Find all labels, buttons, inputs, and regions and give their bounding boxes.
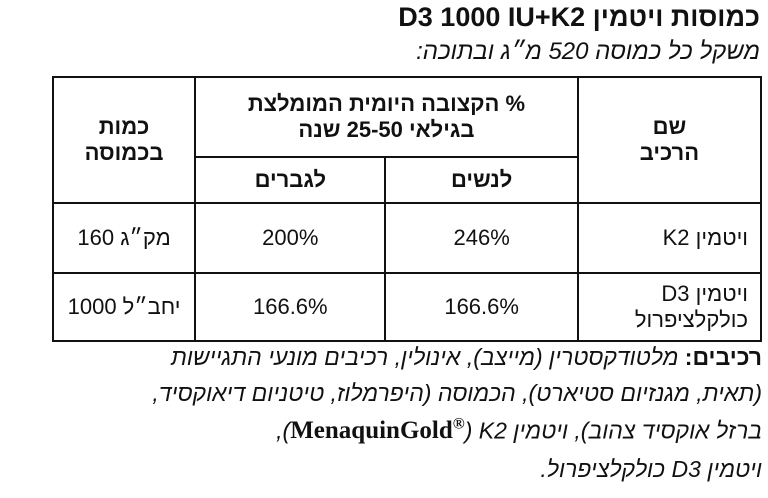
header-cell: % הקצובה היומית המומלצת בגילאי 25-50 שנה xyxy=(194,76,579,158)
header-cell: שם הרכיב xyxy=(576,76,763,204)
cell: 166.6% xyxy=(194,272,387,342)
cell: 1000 יחב״ל xyxy=(51,272,197,342)
cell-text: כולקלציפרול xyxy=(634,307,748,332)
ingredients-line: ויטמין D3 כולקלציפרול. xyxy=(46,456,762,483)
ingredients-text: מלטודקסטרין (מייצב), אינולין, רכיבים מונ… xyxy=(170,344,679,370)
header-text: שם xyxy=(652,114,687,139)
header-text: בגילאי 25-50 שנה xyxy=(298,117,475,142)
brand-mark: ® xyxy=(452,416,465,433)
cell: 160 מק״ג xyxy=(51,202,197,274)
header-text: % הקצובה היומית המומלצת xyxy=(247,91,526,116)
ingredients-text: ויטמין D3 כולקלציפרול. xyxy=(540,456,762,482)
ingredients-line: ברזל אוקסיד צהוב), ויטמין K2 (MenaquinGo… xyxy=(46,416,762,445)
subtitle: משקל כל כמוסה 520 מ״ג ובתוכה: xyxy=(416,38,760,65)
ingredients-text: ברזל אוקסיד צהוב), ויטמין K2 ( xyxy=(464,417,762,444)
header-text: כמות xyxy=(98,114,150,139)
ingredients-text: ), xyxy=(276,417,291,444)
nutrition-table: שם הרכיב % הקצובה היומית המומלצת בגילאי 25… xyxy=(51,76,763,342)
cell: ויטמין D3 כולקלציפרול xyxy=(576,272,763,342)
header-cell: לנשים xyxy=(384,156,579,204)
ingredients-line: (תאית, מגנזיום סטיארט), הכמוסה (היפרמלוז… xyxy=(46,380,762,407)
ingredients-line: רכיבים: מלטודקסטרין (מייצב), אינולין, רכ… xyxy=(46,344,762,371)
cell: 200% xyxy=(194,202,387,274)
cell: 246% xyxy=(384,202,579,274)
brand: MenaquinGold® xyxy=(290,416,465,445)
header-text: הרכיב xyxy=(639,140,700,165)
brand-name: MenaquinGold xyxy=(290,417,453,445)
title: כמוסות ויטמין D3 1000 IU+K2 xyxy=(398,2,760,32)
cell-text: ויטמין D3 xyxy=(661,281,748,306)
header-text: בכמוסה xyxy=(84,140,164,165)
cell: ויטמין K2 xyxy=(576,202,763,274)
header-cell: כמות בכמוסה xyxy=(51,76,197,204)
ingredients-label: רכיבים: xyxy=(684,344,762,370)
header-cell: לגברים xyxy=(194,156,387,204)
cell: 166.6% xyxy=(384,272,579,342)
cell-text: ויטמין K2 xyxy=(662,225,748,250)
ingredients-text: (תאית, מגנזיום סטיארט), הכמוסה (היפרמלוז… xyxy=(152,380,762,406)
